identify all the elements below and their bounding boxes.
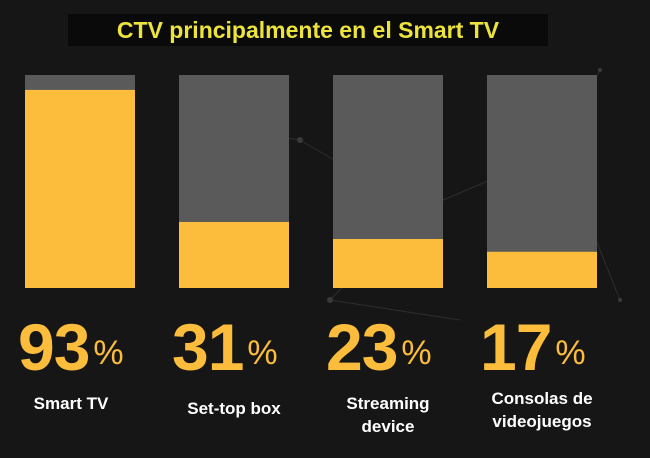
value-unit: % xyxy=(555,334,586,372)
value-unit: % xyxy=(247,334,278,372)
title-background xyxy=(68,14,548,46)
category-label: Smart TV xyxy=(33,394,109,413)
category-label: Set-top box xyxy=(187,399,281,418)
chart-title: CTV principalmente en el Smart TV xyxy=(116,17,500,43)
value-unit: % xyxy=(93,334,124,372)
bar xyxy=(25,89,135,288)
value-label: 93 xyxy=(18,310,90,384)
value-label: 17 xyxy=(480,310,552,384)
bar xyxy=(179,221,289,288)
category-label: Streaming device xyxy=(346,394,430,436)
bar xyxy=(333,239,443,288)
value-label: 23 xyxy=(326,310,398,384)
bar xyxy=(487,251,597,288)
value-unit: % xyxy=(401,334,432,372)
value-label: 31 xyxy=(172,310,244,384)
category-label: Consolas de videojuegos xyxy=(491,389,593,431)
